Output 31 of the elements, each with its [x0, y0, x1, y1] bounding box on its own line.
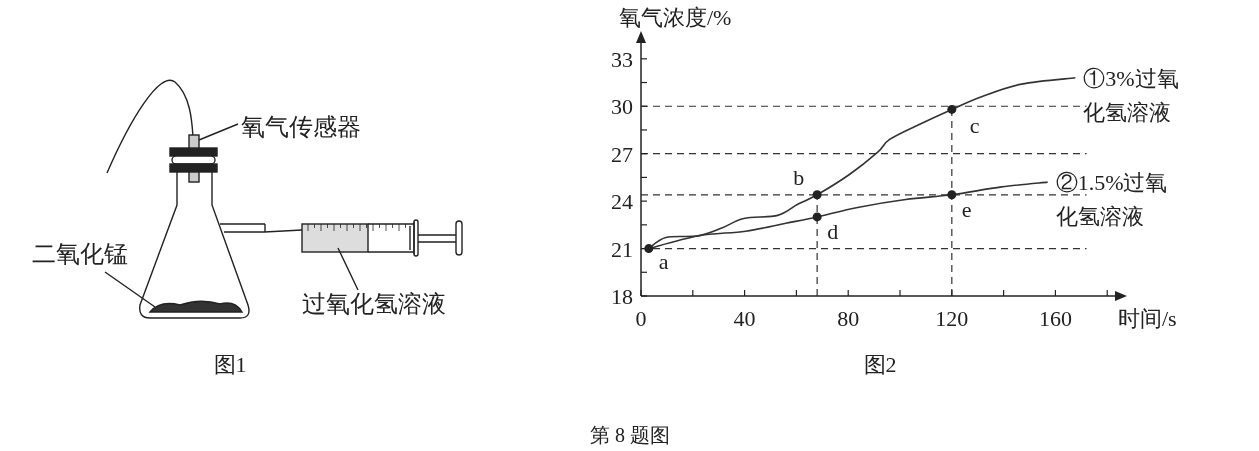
y-tick-label: 18 — [611, 284, 633, 309]
y-tick-label: 24 — [611, 189, 633, 215]
text: 氧气传感器 — [241, 114, 361, 140]
series-label: ②1.5%过氧化氢溶液 — [1055, 170, 1168, 230]
x-tick-label: 80 — [837, 306, 860, 331]
x-tick-label: 0 — [635, 306, 647, 331]
annotation: d — [827, 218, 839, 244]
caption: 图1 — [213, 352, 247, 377]
x-tick-label: 40 — [733, 306, 756, 331]
x-axis-title: 时间/s — [1118, 306, 1177, 331]
point — [947, 190, 957, 200]
annotation: c — [969, 113, 980, 139]
point — [812, 190, 822, 200]
caption: 图2 — [863, 352, 897, 377]
point — [947, 104, 957, 114]
point — [644, 244, 654, 254]
text: 二氧化锰 — [32, 241, 128, 267]
y-tick-label: 33 — [611, 46, 633, 72]
x-tick-label: 120 — [935, 306, 969, 331]
annotation: b — [793, 164, 805, 190]
text: 第 8 题图 — [590, 424, 670, 446]
point — [812, 212, 822, 222]
series-label: ①3%过氧化氢溶液 — [1083, 65, 1179, 125]
y-tick-label: 30 — [611, 94, 633, 120]
text: 过氧化氢溶液 — [302, 291, 446, 317]
y-axis-title: 氧气浓度/% — [619, 5, 732, 30]
annotation: e — [961, 196, 972, 222]
x-tick-label: 160 — [1038, 306, 1072, 331]
y-tick-label: 21 — [611, 236, 633, 262]
annotation: a — [658, 248, 669, 274]
y-tick-label: 27 — [611, 141, 633, 167]
